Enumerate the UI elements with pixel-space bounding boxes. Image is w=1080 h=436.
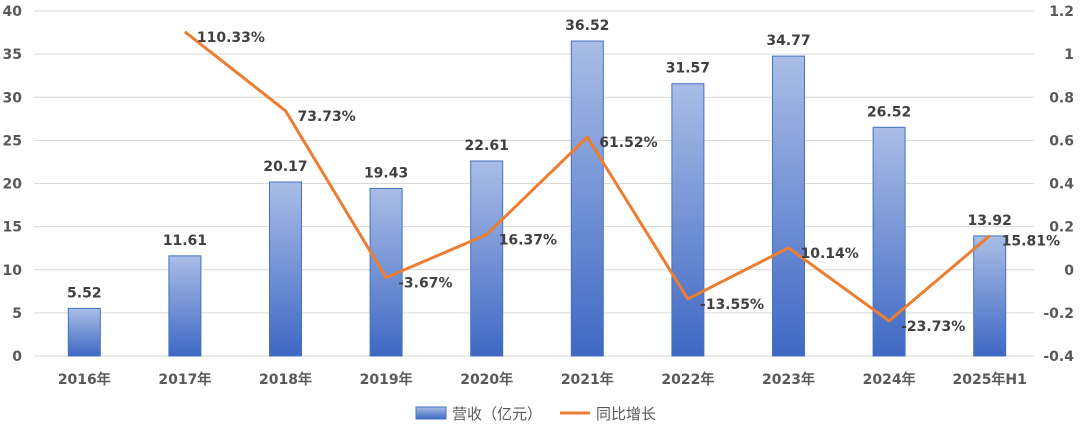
growth-line [183,30,991,323]
right-axis-tick: 0 [1064,263,1074,279]
left-axis-tick: 20 [3,177,23,193]
x-axis-tick: 2019年 [360,371,413,388]
left-axis-tick: 0 [12,349,22,365]
legend-growth-label: 同比增长 [596,405,656,423]
revenue-data-label: 19.43 [364,165,408,181]
revenue-data-label: 26.52 [867,104,911,120]
right-axis-tick: 0.4 [1049,177,1074,193]
revenue-bar [973,235,1007,357]
revenue-data-label: 34.77 [766,33,810,49]
x-axis-tick: 2021年 [561,371,614,388]
growth-data-label: -3.67% [398,276,452,292]
legend-bar-swatch [415,406,447,420]
revenue-bar [269,181,302,357]
left-axis-tick: 40 [3,4,23,20]
revenue-bar [671,83,705,357]
growth-data-label: -23.73% [901,319,965,335]
growth-data-label: -13.55% [700,297,764,313]
revenue-data-label: 5.52 [67,285,102,301]
x-axis-tick: 2023年 [762,371,815,388]
growth-data-label: 110.33% [197,30,265,46]
x-axis-tick: 2017年 [158,371,211,388]
left-axis-tick: 5 [12,306,22,322]
growth-data-label: 61.52% [599,135,657,151]
right-axis-tick: 0.6 [1049,133,1074,149]
left-axis-tick: 15 [3,220,22,236]
revenue-data-label: 20.17 [263,159,307,175]
growth-data-label: 16.37% [499,232,557,248]
revenue-bar [470,160,504,357]
left-axis-tick: 30 [3,90,23,106]
x-axis-tick: 2018年 [259,371,312,388]
x-axis-tick: 2025年H1 [952,371,1026,388]
legend-revenue-label: 营收（亿元） [452,405,542,423]
right-axis-tick: -0.4 [1043,349,1074,365]
revenue-data-label: 22.61 [465,138,509,154]
revenue-bar [872,126,906,357]
revenue-data-label: 13.92 [968,213,1012,229]
left-axis-tick: 10 [3,263,23,279]
legend: 营收（亿元） 同比增长 [415,405,656,423]
revenue-bar [67,307,101,357]
right-axis-tick: 1 [1064,47,1074,63]
right-axis-tick: 0.2 [1049,220,1074,236]
left-axis-tick: 35 [3,47,22,63]
x-axis-tick: 2022年 [661,371,714,388]
right-axis-tick: 0.8 [1049,90,1074,106]
revenue-data-label: 31.57 [666,61,710,77]
growth-data-label: 73.73% [298,109,356,125]
left-axis-tick: 25 [3,133,22,149]
revenue-data-label: 36.52 [565,18,609,34]
revenue-bar [772,55,805,357]
right-axis-tick: 1.2 [1049,4,1074,20]
growth-data-label: 10.14% [801,246,859,262]
growth-data-label: 15.81% [1002,234,1060,250]
right-axis-tick: -0.2 [1043,306,1074,322]
x-axis-tick: 2016年 [58,371,111,388]
revenue-bar [570,40,604,357]
x-axis-tick: 2024年 [863,371,916,388]
revenue-bar [168,255,202,357]
revenue-data-label: 11.61 [163,233,207,249]
x-axis-tick: 2020年 [460,371,513,388]
